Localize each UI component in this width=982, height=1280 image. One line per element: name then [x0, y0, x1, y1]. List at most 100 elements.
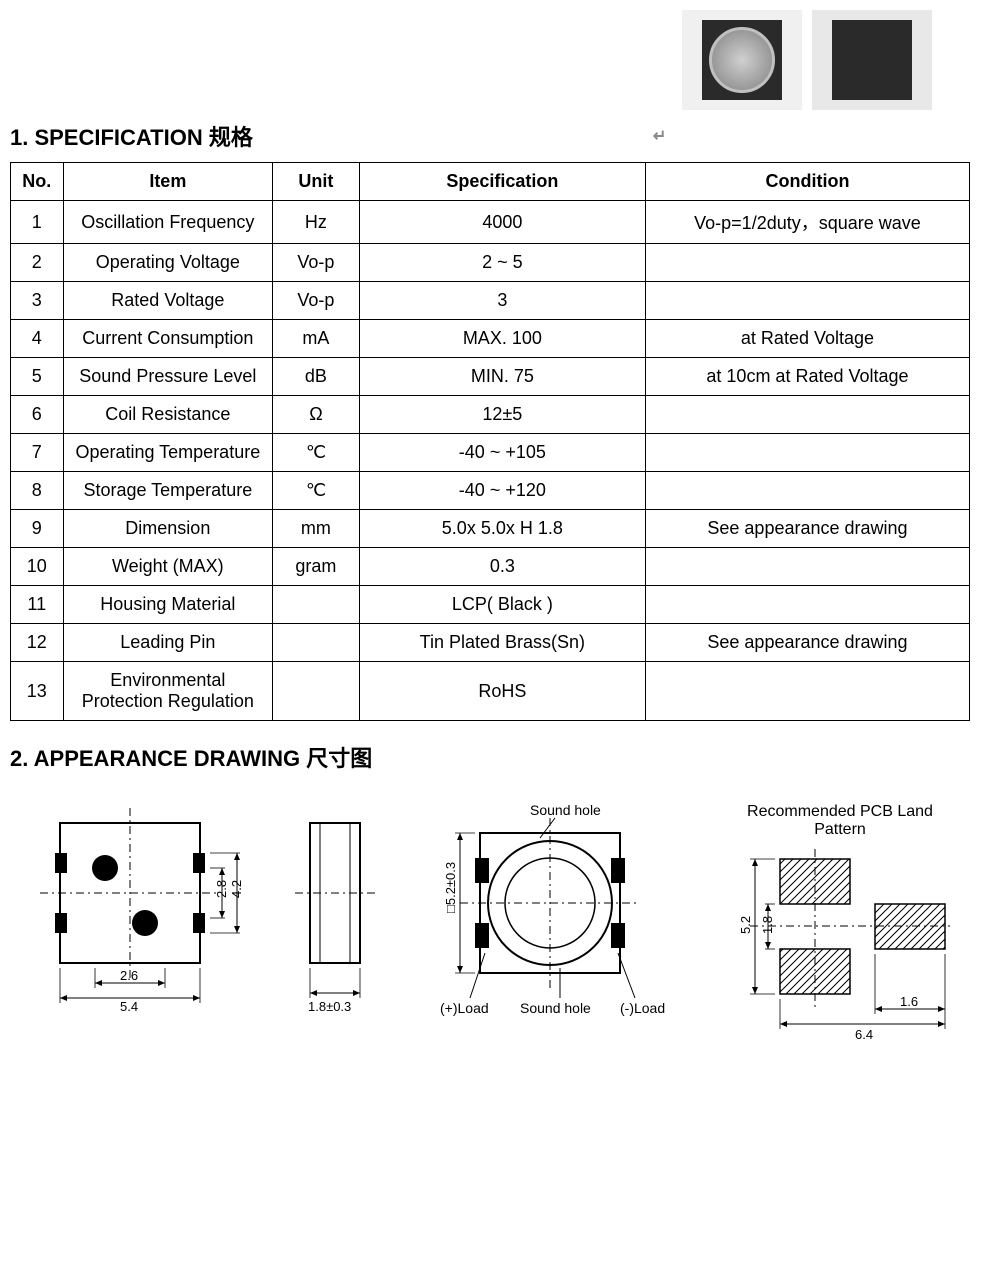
section1-title-text: 1. SPECIFICATION 规格	[10, 120, 253, 152]
cell-spec: -40 ~ +120	[359, 472, 645, 510]
header-spec: Specification	[359, 163, 645, 201]
header-cond: Condition	[645, 163, 969, 201]
table-row: 6Coil ResistanceΩ12±5	[11, 396, 970, 434]
table-row: 8Storage Temperature℃-40 ~ +120	[11, 472, 970, 510]
cell-spec: 2 ~ 5	[359, 244, 645, 282]
cell-unit: gram	[273, 548, 360, 586]
cell-unit: mm	[273, 510, 360, 548]
cell-no: 11	[11, 586, 64, 624]
dim-pcb-1-8: 1.8	[760, 916, 775, 934]
cell-spec: 12±5	[359, 396, 645, 434]
dim-pcb-1-6: 1.6	[900, 994, 918, 1009]
cell-spec: RoHS	[359, 662, 645, 721]
dim-4-2: 4.2	[229, 880, 244, 898]
dim-2-8: 2.8	[214, 880, 229, 898]
cell-unit: Ω	[273, 396, 360, 434]
cell-item: Weight (MAX)	[63, 548, 273, 586]
drawing-top-view: Sound hole □5.2±0.3 (+)Load	[420, 803, 690, 1033]
cell-cond: at 10cm at Rated Voltage	[645, 358, 969, 396]
header-unit: Unit	[273, 163, 360, 201]
pcb-title: Recommended PCB Land Pattern	[720, 803, 960, 839]
return-mark-icon: ↵	[653, 126, 666, 146]
product-image-row	[10, 10, 972, 110]
cell-no: 2	[11, 244, 64, 282]
product-image-bottom	[812, 10, 932, 110]
cell-unit: Hz	[273, 201, 360, 244]
section2-title: 2. APPEARANCE DRAWING 尺寸图	[10, 741, 972, 773]
minus-load-label: (-)Load	[620, 1000, 665, 1016]
cell-spec: Tin Plated Brass(Sn)	[359, 624, 645, 662]
dim-pcb-6-4: 6.4	[855, 1027, 873, 1042]
cell-unit	[273, 586, 360, 624]
cell-unit: ℃	[273, 472, 360, 510]
sound-hole-label-top: Sound hole	[530, 803, 601, 818]
cell-cond	[645, 472, 969, 510]
table-row: 13Environmental Protection Regulation RoH…	[11, 662, 970, 721]
table-row: 7Operating Temperature℃-40 ~ +105	[11, 434, 970, 472]
cell-cond: Vo-p=1/2duty，square wave	[645, 201, 969, 244]
cell-unit	[273, 662, 360, 721]
dim-2-6: 2.6	[120, 968, 138, 983]
drawing-side-view: 1.8±0.3	[290, 803, 390, 1023]
dim-5-4: 5.4	[120, 999, 138, 1014]
cell-cond	[645, 434, 969, 472]
cell-spec: 4000	[359, 201, 645, 244]
cell-unit: dB	[273, 358, 360, 396]
cell-unit	[273, 624, 360, 662]
dim-5-2: □5.2±0.3	[443, 862, 458, 913]
cell-spec: -40 ~ +105	[359, 434, 645, 472]
table-row: 5Sound Pressure LeveldBMIN. 75at 10cm at…	[11, 358, 970, 396]
cell-item: Rated Voltage	[63, 282, 273, 320]
appearance-drawings: 2.8 4.2 2.6 5.4	[10, 803, 972, 1044]
cell-no: 3	[11, 282, 64, 320]
sound-hole-label-bottom: Sound hole	[520, 1000, 591, 1016]
cell-cond	[645, 662, 969, 721]
product-image-front	[682, 10, 802, 110]
table-row: 10Weight (MAX)gram0.3	[11, 548, 970, 586]
cell-item: Housing Material	[63, 586, 273, 624]
cell-cond	[645, 548, 969, 586]
cell-cond	[645, 282, 969, 320]
cell-cond	[645, 244, 969, 282]
cell-no: 10	[11, 548, 64, 586]
cell-item: Oscillation Frequency	[63, 201, 273, 244]
cell-no: 12	[11, 624, 64, 662]
cell-cond	[645, 396, 969, 434]
table-row: 11Housing Material LCP( Black )	[11, 586, 970, 624]
cell-cond: at Rated Voltage	[645, 320, 969, 358]
table-body: 1Oscillation FrequencyHz4000Vo-p=1/2duty…	[11, 201, 970, 721]
cell-unit: Vo-p	[273, 282, 360, 320]
cell-item: Current Consumption	[63, 320, 273, 358]
header-no: No.	[11, 163, 64, 201]
table-row: 9Dimensionmm5.0x 5.0x H 1.8See appearanc…	[11, 510, 970, 548]
cell-item: Storage Temperature	[63, 472, 273, 510]
dim-1-8: 1.8±0.3	[308, 999, 351, 1014]
table-row: 2Operating VoltageVo-p2 ~ 5	[11, 244, 970, 282]
table-row: 12Leading PinTin Plated Brass(Sn)See app…	[11, 624, 970, 662]
table-row: 1Oscillation FrequencyHz4000Vo-p=1/2duty…	[11, 201, 970, 244]
cell-spec: MIN. 75	[359, 358, 645, 396]
section1-title: 1. SPECIFICATION 规格 ↵	[10, 120, 972, 152]
header-item: Item	[63, 163, 273, 201]
cell-no: 1	[11, 201, 64, 244]
cell-spec: 5.0x 5.0x H 1.8	[359, 510, 645, 548]
section2-title-text: 2. APPEARANCE DRAWING 尺寸图	[10, 741, 372, 773]
table-row: 3Rated VoltageVo-p3	[11, 282, 970, 320]
cell-item: Environmental Protection Regulation	[63, 662, 273, 721]
cell-item: Coil Resistance	[63, 396, 273, 434]
cell-spec: LCP( Black )	[359, 586, 645, 624]
specification-table: No. Item Unit Specification Condition 1O…	[10, 162, 970, 721]
drawing-bottom-view: 2.8 4.2 2.6 5.4	[30, 803, 260, 1023]
cell-unit: Vo-p	[273, 244, 360, 282]
dim-pcb-5-2: 5.2	[738, 916, 753, 934]
cell-no: 13	[11, 662, 64, 721]
cell-no: 6	[11, 396, 64, 434]
cell-no: 5	[11, 358, 64, 396]
cell-cond	[645, 586, 969, 624]
cell-no: 7	[11, 434, 64, 472]
cell-item: Sound Pressure Level	[63, 358, 273, 396]
cell-cond: See appearance drawing	[645, 624, 969, 662]
plus-load-label: (+)Load	[440, 1000, 489, 1016]
cell-unit: ℃	[273, 434, 360, 472]
cell-spec: 0.3	[359, 548, 645, 586]
